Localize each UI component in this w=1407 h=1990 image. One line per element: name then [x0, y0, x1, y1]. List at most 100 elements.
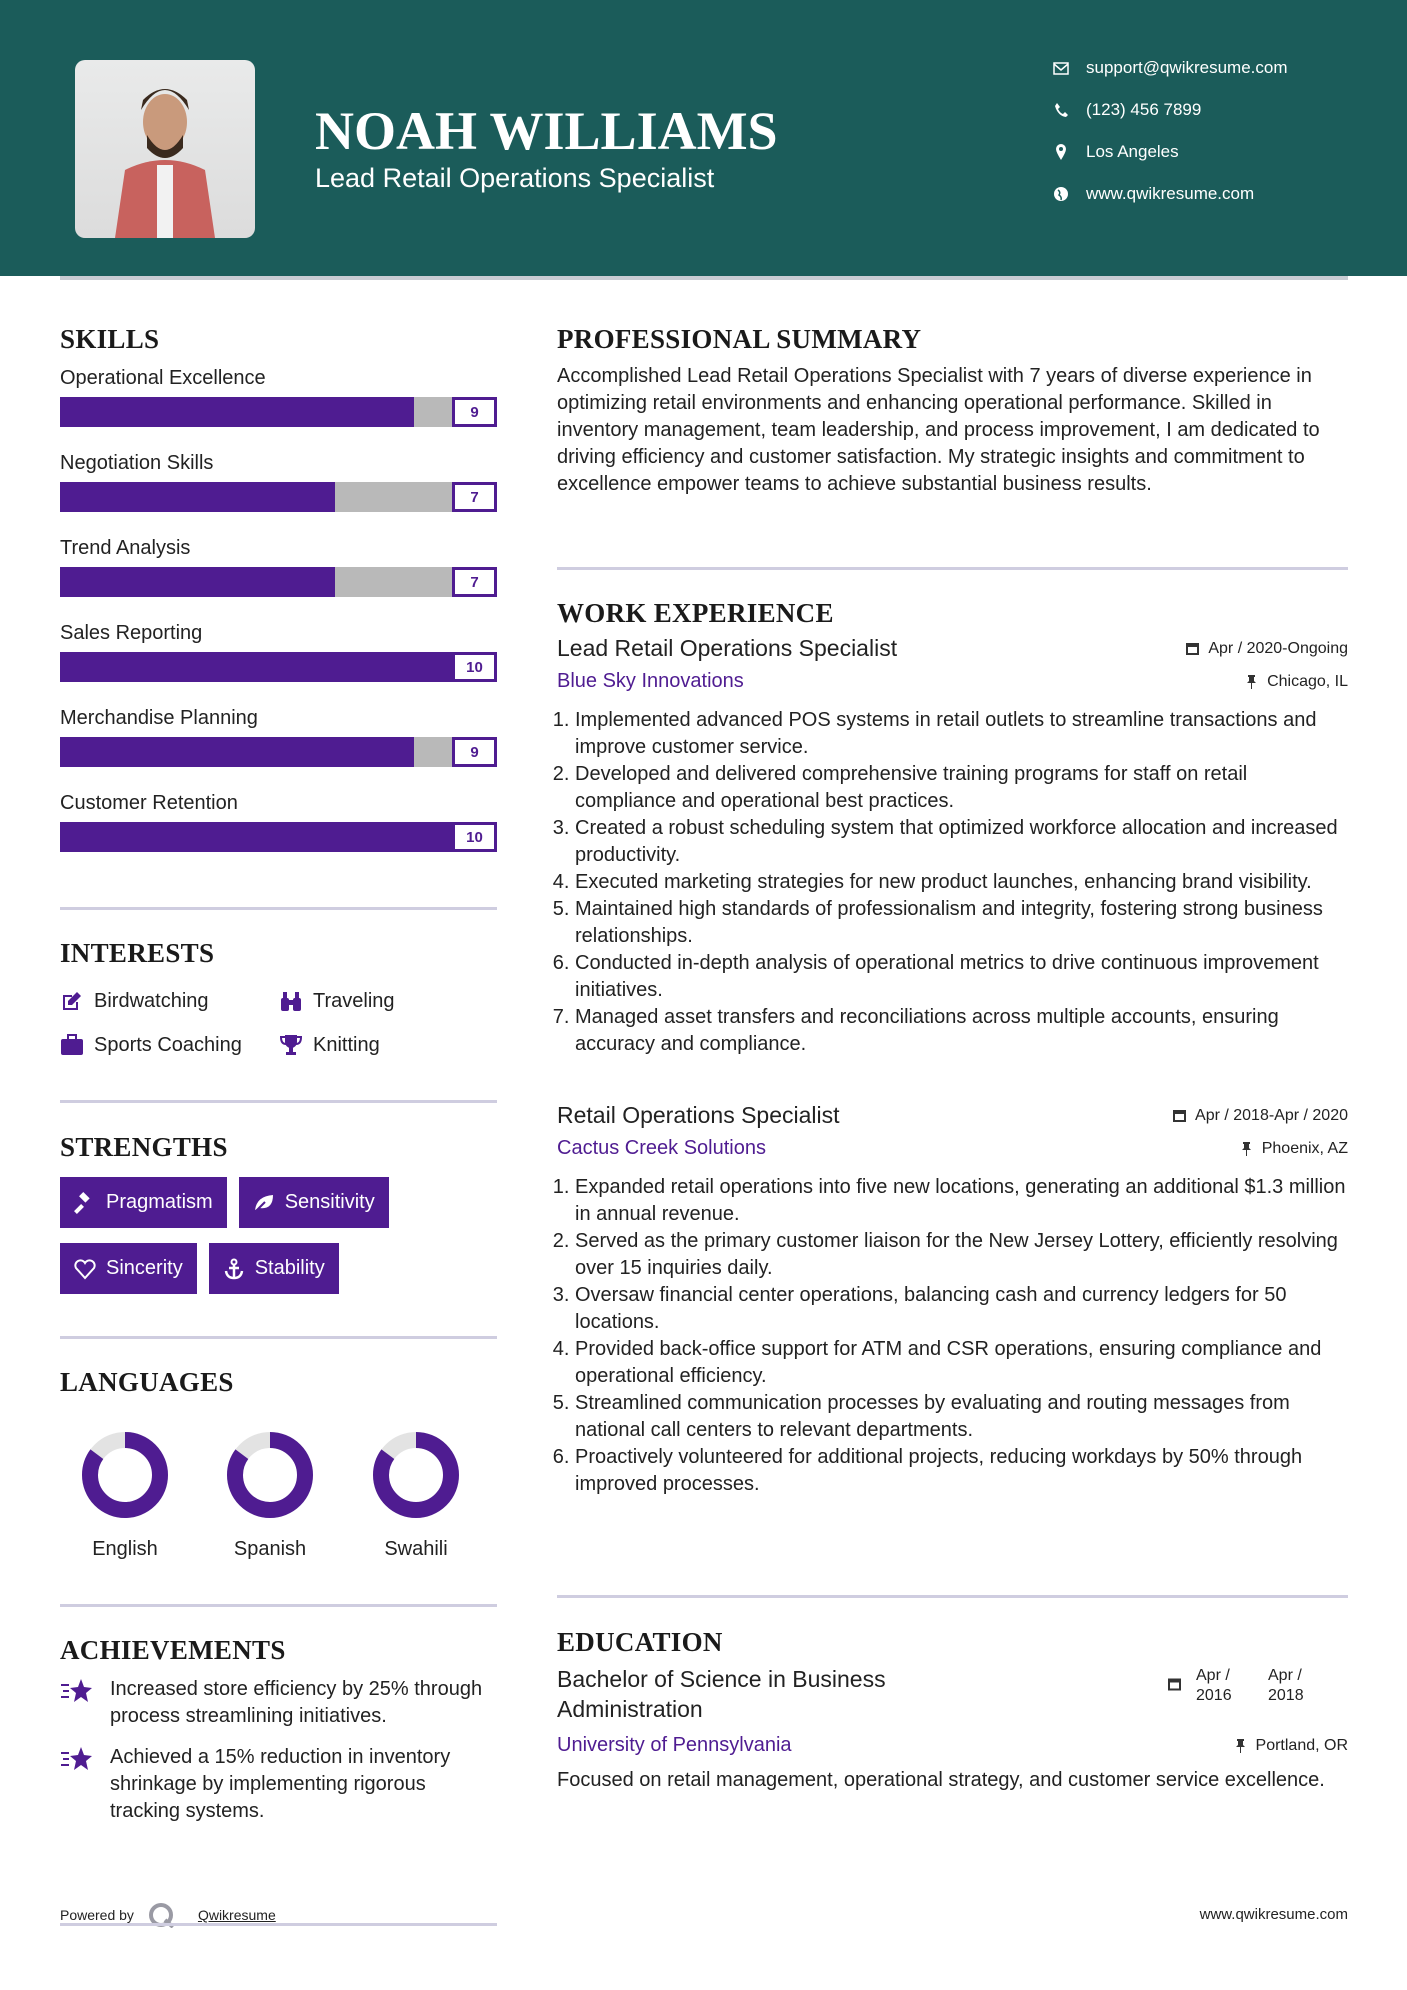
company-name: Cactus Creek Solutions — [557, 1137, 766, 1159]
strength-badge: Sincerity — [60, 1243, 197, 1294]
binoculars-icon — [281, 992, 301, 1011]
job-bullet: Expanded retail operations into five new… — [575, 1174, 1348, 1228]
strength-badge: Stability — [208, 1243, 339, 1294]
job-bullet: Executed marketing strategies for new pr… — [575, 869, 1348, 896]
contact-phone: (123) 456 7899 — [1052, 100, 1201, 120]
strength-badge: Sensitivity — [238, 1177, 389, 1228]
skill-value: 7 — [452, 482, 497, 512]
language-label: English — [92, 1538, 158, 1560]
skill-label: Customer Retention — [60, 792, 238, 814]
language-item: English — [60, 1430, 190, 1561]
language-level-arc — [82, 1432, 168, 1518]
skill-bar-fill — [60, 737, 414, 767]
job-bullet: Proactively volunteered for additional p… — [575, 1444, 1348, 1498]
summary-text: Accomplished Lead Retail Operations Spec… — [557, 365, 1320, 495]
skill-value: 7 — [452, 567, 497, 597]
candidate-name: NOAH WILLIAMS — [315, 101, 778, 161]
edit-icon — [63, 992, 81, 1010]
degree-title: Bachelor of Science in Business Administ… — [557, 1666, 886, 1722]
skill-value: 10 — [452, 652, 497, 682]
work-heading: WORK EXPERIENCE — [557, 598, 834, 628]
gavel-icon — [74, 1191, 90, 1214]
job-location: Chicago, IL — [1244, 673, 1348, 691]
achievement-item: Increased store efficiency by 25% throug… — [60, 1676, 497, 1730]
education-location: Portland, OR — [1233, 1737, 1348, 1755]
language-donut — [82, 1432, 168, 1518]
strengths-heading: STRENGTHS — [60, 1132, 228, 1162]
job-bullets: Implemented advanced POS systems in reta… — [557, 707, 1348, 1058]
skill-bar-fill — [60, 397, 414, 427]
briefcase-icon — [61, 1034, 83, 1055]
interest-item: Birdwatching — [60, 979, 279, 1023]
calendar-icon — [1173, 1110, 1187, 1122]
header-divider — [60, 276, 1348, 280]
skill-label: Sales Reporting — [60, 622, 203, 644]
leaf-icon — [253, 1194, 273, 1213]
skills-heading: SKILLS — [60, 324, 160, 354]
globe-icon — [1054, 187, 1068, 201]
job-bullet: Oversaw financial center operations, bal… — [575, 1282, 1348, 1336]
phone-icon — [1055, 103, 1068, 117]
job-title: Lead Retail Operations Specialist — [557, 635, 898, 661]
contact-website[interactable]: www.qwikresume.com — [1052, 184, 1254, 204]
map-pin-icon — [1056, 144, 1066, 160]
job-entry: Retail Operations Specialist Apr / 2018-A… — [557, 1102, 1348, 1498]
job-bullet: Maintained high standards of professiona… — [575, 896, 1348, 950]
languages-section: LANGUAGES English Spanish Swahili — [60, 1367, 497, 1567]
work-section: WORK EXPERIENCE Lead Retail Operations S… — [557, 598, 1348, 1498]
skills-section: SKILLS Operational Excellence 9 Negotiati… — [60, 324, 497, 877]
skill-label: Trend Analysis — [60, 537, 191, 559]
interest-item: Knitting — [279, 1023, 497, 1067]
divider — [60, 1604, 497, 1607]
qwikresume-link[interactable]: Qwikresume — [197, 1907, 276, 1923]
summary-heading: PROFESSIONAL SUMMARY — [557, 324, 922, 354]
job-bullet: Streamlined communication processes by e… — [575, 1390, 1348, 1444]
school-name: University of Pennsylvania — [557, 1734, 792, 1756]
education-dates: Apr / 2016 Apr / 2018 — [1167, 1664, 1318, 1724]
candidate-title: Lead Retail Operations Specialist — [315, 163, 715, 193]
calendar-icon — [1168, 1678, 1181, 1691]
language-level-arc — [227, 1432, 313, 1518]
skill-bar-fill — [60, 482, 336, 512]
language-item: Spanish — [205, 1430, 335, 1561]
skill-bar: 7 — [60, 567, 497, 597]
strength-badge: Pragmatism — [60, 1177, 227, 1228]
divider — [557, 567, 1348, 570]
divider — [60, 1336, 497, 1339]
skill-bar: 10 — [60, 652, 497, 682]
language-donut — [227, 1432, 313, 1518]
interests-heading: INTERESTS — [60, 938, 215, 968]
skill-bar-fill — [60, 652, 497, 682]
pushpin-icon — [1241, 1142, 1251, 1156]
job-bullets: Expanded retail operations into five new… — [557, 1174, 1348, 1498]
shooting-star-icon — [61, 1679, 92, 1702]
job-dates: Apr / 2018-Apr / 2020 — [1172, 1107, 1348, 1125]
pushpin-icon — [1235, 1739, 1245, 1753]
anchor-icon — [224, 1258, 243, 1279]
divider — [557, 1595, 1348, 1598]
job-bullet: Implemented advanced POS systems in reta… — [575, 707, 1348, 761]
job-bullet: Provided back-office support for ATM and… — [575, 1336, 1348, 1390]
skill-label: Negotiation Skills — [60, 452, 214, 474]
job-dates: Apr / 2020-Ongoing — [1185, 640, 1348, 658]
job-bullet: Managed asset transfers and reconciliati… — [575, 1004, 1348, 1058]
summary-section: PROFESSIONAL SUMMARY Accomplished Lead R… — [557, 324, 1348, 498]
language-label: Swahili — [384, 1538, 448, 1560]
pushpin-icon — [1247, 675, 1257, 689]
job-bullet: Conducted in-depth analysis of operation… — [575, 950, 1348, 1004]
skill-label: Operational Excellence — [60, 367, 266, 389]
skill-bar: 9 — [60, 737, 497, 767]
contact-location: Los Angeles — [1052, 142, 1179, 162]
education-section: EDUCATION Bachelor of Science in Busines… — [557, 1627, 1348, 1794]
skill-value: 9 — [452, 737, 497, 767]
footer-website[interactable]: www.qwikresume.com — [1199, 1906, 1348, 1923]
divider — [60, 1923, 497, 1926]
divider — [60, 1100, 497, 1103]
divider — [60, 907, 497, 910]
job-bullet: Served as the primary customer liaison f… — [575, 1228, 1348, 1282]
shooting-star-icon — [61, 1747, 92, 1770]
contact-email[interactable]: support@qwikresume.com — [1052, 58, 1288, 78]
language-level-arc — [373, 1432, 459, 1518]
language-donut — [373, 1432, 459, 1518]
heart-icon — [74, 1258, 96, 1279]
